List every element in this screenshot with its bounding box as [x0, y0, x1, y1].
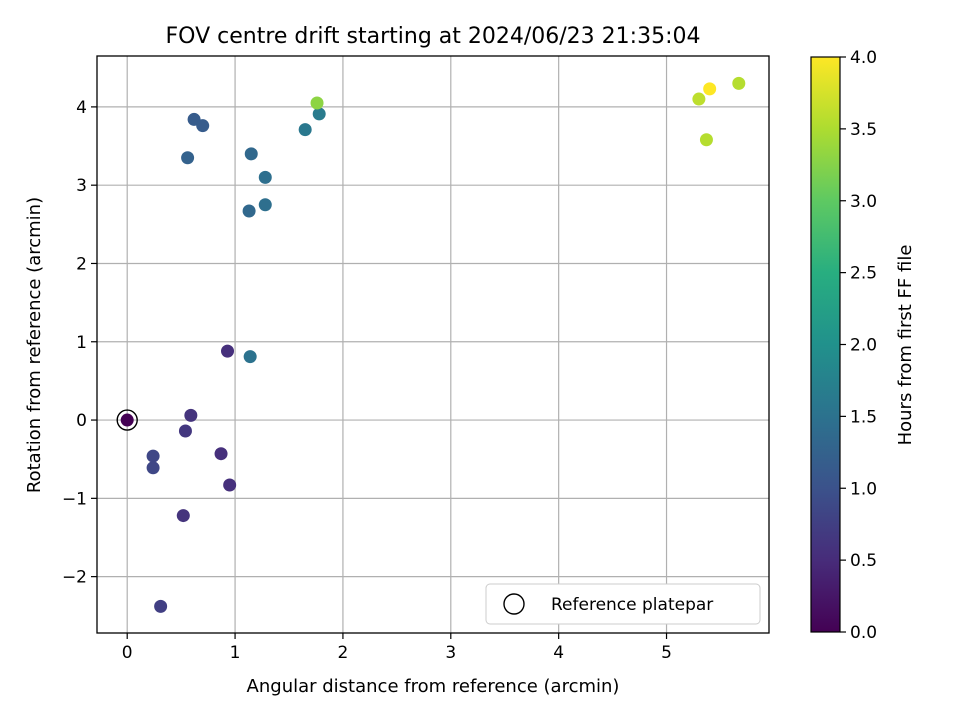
data-point	[184, 408, 198, 422]
colorbar-ticks: 0.0 0.5 1.0 1.5 2.0 2.5 3.0 3.5 4.0	[840, 48, 877, 643]
reference-marker	[116, 409, 138, 431]
data-point	[244, 147, 258, 161]
x-axis-ticks: 0 1 2 3 4 5	[122, 633, 672, 663]
x-tick-label: 5	[661, 643, 672, 663]
data-point	[298, 123, 312, 137]
colorbar-tick-label: 3.5	[850, 120, 877, 140]
data-point	[178, 424, 192, 438]
colorbar-tick-label: 0.5	[850, 551, 877, 571]
legend-box	[485, 583, 761, 625]
x-tick-label: 1	[230, 643, 241, 663]
y-tick-label: −2	[62, 568, 87, 588]
data-point	[146, 461, 160, 475]
data-point	[258, 170, 272, 184]
data-point	[196, 119, 210, 133]
legend: Reference platepar	[485, 583, 761, 625]
y-axis-ticks: −2 −1 0 1 2 3 4	[62, 98, 97, 588]
colorbar-tick-label: 3.0	[850, 192, 877, 212]
data-point	[310, 96, 324, 110]
chart-title: FOV centre drift starting at 2024/06/23 …	[166, 24, 701, 49]
legend-marker	[503, 593, 525, 615]
colorbar-tick-label: 2.0	[850, 336, 877, 356]
data-point	[242, 204, 256, 218]
data-point	[154, 599, 168, 613]
x-axis-label: Angular distance from reference (arcmin)	[247, 676, 620, 697]
colorbar-tick-label: 0.0	[850, 623, 877, 643]
y-tick-label: 4	[76, 98, 87, 118]
colorbar-tick-label: 2.5	[850, 264, 877, 284]
colorbar-label: Hours from first FF file	[895, 245, 916, 446]
data-point	[223, 478, 237, 492]
data-point	[732, 76, 746, 90]
colorbar-tick-label: 4.0	[850, 48, 877, 68]
data-point	[312, 107, 326, 121]
data-point	[181, 151, 195, 165]
plot-frame	[96, 55, 770, 634]
data-point	[699, 133, 713, 147]
data-point	[176, 509, 190, 523]
y-tick-label: 2	[76, 254, 87, 274]
colorbar-tick-label: 1.0	[850, 479, 877, 499]
y-tick-label: 3	[76, 176, 87, 196]
x-tick-label: 2	[338, 643, 349, 663]
data-point	[692, 92, 706, 106]
colorbar: 0.0 0.5 1.0 1.5 2.0 2.5 3.0 3.5 4.0 Hours from f…	[810, 48, 916, 643]
data-point	[703, 82, 717, 96]
colorbar-tick-label: 1.5	[850, 407, 877, 427]
x-tick-label: 4	[553, 643, 564, 663]
y-tick-label: 1	[76, 333, 87, 353]
data-point	[258, 198, 272, 212]
y-axis-label: Rotation from reference (arcmin)	[24, 197, 45, 493]
x-tick-label: 3	[445, 643, 456, 663]
legend-label: Reference platepar	[551, 595, 713, 615]
data-point	[243, 350, 257, 364]
data-point	[214, 447, 228, 461]
data-point	[120, 413, 134, 427]
x-tick-label: 0	[122, 643, 133, 663]
y-tick-label: −1	[62, 489, 87, 509]
data-points	[116, 76, 746, 613]
colorbar-gradient	[811, 57, 840, 632]
y-tick-label: 0	[76, 411, 87, 431]
data-point	[221, 344, 235, 358]
grid	[97, 56, 769, 633]
data-point	[146, 449, 160, 463]
